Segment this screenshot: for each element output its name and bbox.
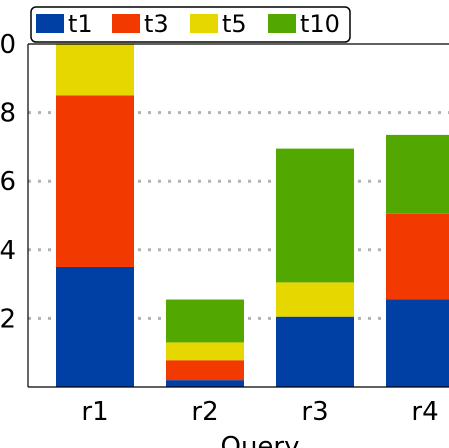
legend-swatch-t10	[268, 14, 296, 33]
bar-r3-t10	[276, 148, 354, 283]
bar-r3-t1	[276, 316, 354, 387]
bar-r4-t10	[386, 134, 449, 214]
y-tick-label: 8	[0, 99, 16, 129]
legend-label-t1: t1	[68, 10, 93, 38]
x-tick-label: r4	[411, 397, 438, 427]
legend: t1 t3 t5 t10	[30, 6, 351, 43]
bar-r2-t1	[166, 380, 244, 387]
y-tick-label: 6	[0, 167, 16, 197]
y-tick-labels: 2 4 6 8 0	[0, 30, 16, 334]
bar-r3-t5	[276, 282, 354, 317]
bar-r1-t1	[56, 266, 134, 387]
x-tick-labels: r1 r2 r3 r4	[81, 397, 438, 427]
legend-swatch-t1	[36, 14, 64, 33]
y-tick-label: 4	[0, 236, 16, 266]
legend-swatch-t3	[112, 14, 140, 33]
bar-r2-t5	[166, 342, 244, 361]
bar-r2-t3	[166, 360, 244, 381]
legend-swatch-t5	[190, 14, 218, 33]
bar-r1-t3	[56, 95, 134, 267]
legend-label-t5: t5	[222, 10, 247, 38]
bars	[56, 44, 449, 387]
bar-r1-t5	[56, 44, 134, 96]
x-tick-label: r1	[81, 397, 108, 427]
x-axis-label: Query	[220, 432, 299, 448]
x-tick-label: r3	[301, 397, 328, 427]
legend-label-t10: t10	[300, 10, 340, 38]
x-tick-label: r2	[191, 397, 218, 427]
y-tick-label: 0	[0, 30, 16, 60]
bar-r2-t10	[166, 299, 244, 343]
y-tick-label: 2	[0, 304, 16, 334]
bar-r4-t1	[386, 299, 449, 387]
bar-r4-t3	[386, 213, 449, 300]
legend-label-t3: t3	[144, 10, 169, 38]
